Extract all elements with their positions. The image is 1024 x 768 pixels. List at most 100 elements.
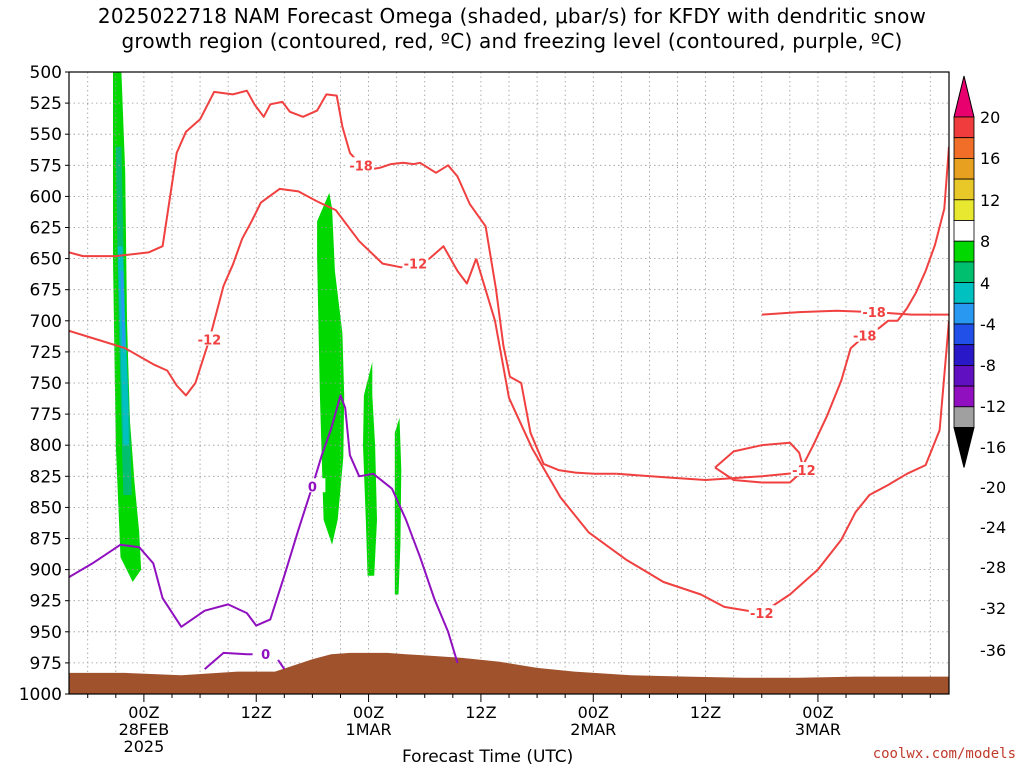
y-tick-label: 525 — [30, 94, 62, 114]
x-tick-date: 1MAR — [346, 720, 392, 739]
x-tick-label: 00Z — [128, 703, 159, 722]
contour-label-bg — [790, 462, 817, 477]
contour-label: 0 — [261, 648, 270, 663]
contour-line-2 — [761, 309, 949, 316]
colorbar-box — [953, 199, 975, 221]
credit-text: coolwx.com/models — [872, 746, 1016, 762]
colorbar-label: 8 — [980, 232, 990, 251]
colorbar-box — [953, 178, 975, 201]
contour-label-bg — [748, 605, 775, 620]
colorbar-top-arrow — [953, 75, 975, 118]
colorbar-label: -16 — [980, 438, 1006, 457]
omega-area-5 — [363, 361, 377, 576]
y-tick-label: 950 — [30, 623, 62, 643]
x-tick-date: 3MAR — [795, 720, 841, 739]
colorbar-label: -4 — [980, 315, 996, 334]
colorbar-box — [953, 344, 975, 366]
contour-line-6 — [714, 441, 805, 484]
x-tick-date: 2MAR — [570, 720, 616, 739]
contours: -18 -18 -18 -12 -12 -12 -12 0 0 — [69, 89, 949, 670]
x-tick-label: 00Z — [802, 703, 833, 722]
colorbar-box — [953, 137, 975, 159]
y-tick-label: 750 — [30, 374, 62, 394]
x-tick-label: 12Z — [690, 703, 721, 722]
colorbar-box — [953, 282, 975, 304]
colorbar-label: 4 — [980, 274, 990, 293]
y-tick-label: 775 — [30, 405, 62, 425]
contour-label-bg — [348, 157, 375, 172]
y-tick-label: 575 — [30, 156, 62, 176]
colorbar-label: -12 — [980, 397, 1006, 416]
contour-line-7 — [69, 394, 459, 664]
contour-label: -18 — [349, 159, 373, 174]
colorbar-label: 20 — [980, 108, 1000, 127]
colorbar-label: 16 — [980, 149, 1000, 168]
y-tick-label: 850 — [30, 498, 62, 518]
y-tick-label: 875 — [30, 530, 62, 550]
colorbar-box — [953, 116, 975, 139]
contour-label: -18 — [853, 330, 877, 345]
y-tick-label: 900 — [30, 561, 62, 581]
x-tick-year: 2025 — [124, 737, 165, 756]
colorbar-box — [953, 406, 975, 428]
x-tick-date: 28FEB — [119, 720, 170, 739]
y-tick-label: 650 — [30, 250, 62, 270]
omega-area-3 — [120, 271, 126, 346]
colorbar-label: -28 — [980, 558, 1006, 577]
colorbar-box — [953, 157, 975, 180]
contour-label: -12 — [198, 333, 222, 348]
grid — [69, 71, 949, 695]
colorbar-box — [953, 240, 975, 263]
x-tick-label: 12Z — [465, 703, 496, 722]
x-axis-label: Forecast Time (UTC) — [402, 747, 574, 767]
omega-shading — [113, 72, 402, 595]
colorbar-label: -24 — [980, 518, 1006, 537]
colorbar-label: -8 — [980, 356, 996, 375]
title-line-2: growth region (contoured, red, ºC) and f… — [121, 29, 903, 53]
colorbar-box — [953, 261, 975, 283]
contour-line-3 — [69, 187, 318, 397]
y-tick-label: 625 — [30, 219, 62, 239]
y-tick-label: 550 — [30, 125, 62, 145]
chart-title: 2025022718 NAM Forecast Omega (shaded, μ… — [0, 4, 1024, 54]
y-tick-label: 500 — [30, 63, 62, 83]
omega-area-4 — [317, 192, 345, 545]
colorbar-box — [953, 220, 975, 242]
colorbar-label: -20 — [980, 478, 1006, 497]
colorbar-box — [953, 302, 975, 325]
y-tick-label: 825 — [30, 467, 62, 487]
contour-label: -12 — [792, 464, 816, 479]
contour-label-bg — [252, 646, 279, 661]
contour-label-bg — [851, 327, 878, 342]
y-tick-label: 1000 — [19, 685, 62, 705]
contour-label-bg — [402, 255, 429, 270]
colorbar-bottom-arrow — [953, 427, 975, 468]
contour-label: 0 — [308, 480, 317, 495]
x-tick-label: 12Z — [241, 703, 272, 722]
y-tick-label: 675 — [30, 281, 62, 301]
y-tick-label: 925 — [30, 592, 62, 612]
colorbar-label: 12 — [980, 191, 1000, 210]
colorbar-box — [953, 364, 975, 387]
contour-label: -18 — [862, 306, 886, 321]
plot-area: -18 -18 -18 -12 -12 -12 -12 0 0 500 525 550 575 600 62… — [19, 63, 950, 756]
y-tick-label: 975 — [30, 654, 62, 674]
y-tick-label: 700 — [30, 312, 62, 332]
contour-label-bg — [196, 331, 223, 346]
y-tick-label: 800 — [30, 436, 62, 456]
contour-label-bg — [861, 304, 888, 319]
x-tick-label: 00Z — [353, 703, 384, 722]
title-line-1: 2025022718 NAM Forecast Omega (shaded, μ… — [97, 4, 927, 28]
contour-label: -12 — [750, 607, 774, 622]
colorbar: 20 16 12 8 4 -4 -8 -12 -16 -20 -24 -28 -32 -36 — [953, 75, 1006, 660]
terrain-surface — [69, 652, 949, 694]
colorbar-box — [953, 323, 975, 346]
y-tick-label: 600 — [30, 187, 62, 207]
colorbar-label: -32 — [980, 599, 1006, 618]
colorbar-box — [953, 385, 975, 408]
x-tick-label: 00Z — [578, 703, 609, 722]
y-tick-label: 725 — [30, 343, 62, 363]
contour-label-bg — [299, 478, 326, 493]
colorbar-label: -36 — [980, 641, 1006, 660]
